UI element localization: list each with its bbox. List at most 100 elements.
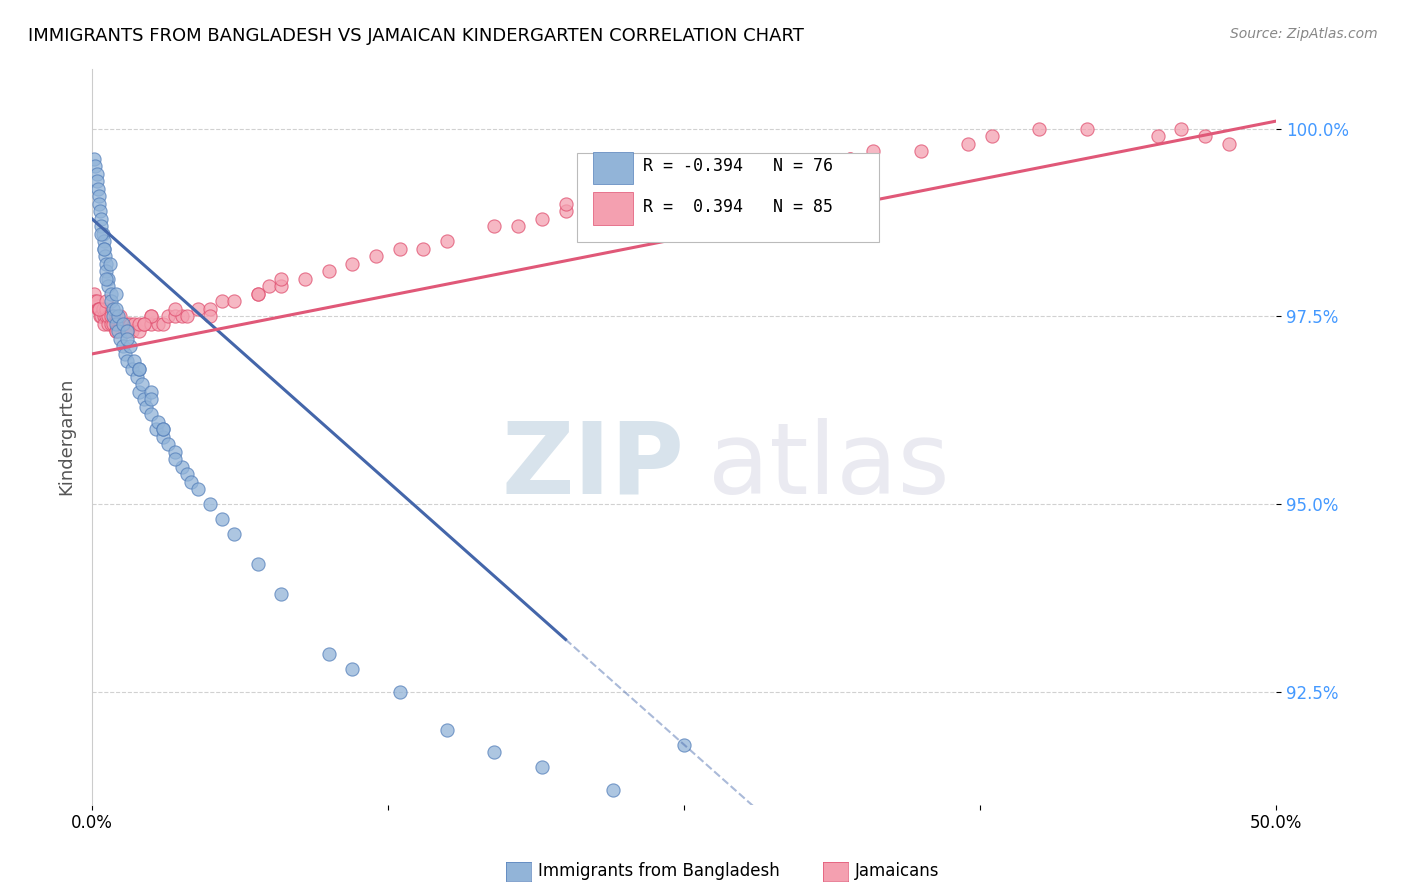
Point: [530, 760, 553, 774]
Point: [957, 136, 980, 151]
Point: [508, 219, 530, 234]
Point: [720, 174, 742, 188]
Point: [93, 242, 115, 256]
Point: [110, 310, 132, 324]
Point: [114, 325, 136, 339]
Point: [910, 144, 932, 158]
Point: [94, 249, 117, 263]
Point: [132, 317, 155, 331]
Point: [1146, 129, 1168, 144]
Point: [246, 286, 269, 301]
Point: [135, 400, 157, 414]
Point: [436, 723, 458, 737]
Text: Jamaicans: Jamaicans: [855, 863, 939, 880]
Point: [246, 558, 269, 572]
Point: [101, 301, 124, 316]
Point: [1028, 121, 1050, 136]
Point: [342, 257, 364, 271]
Point: [163, 310, 186, 324]
Point: [111, 339, 134, 353]
Point: [176, 310, 198, 324]
Point: [87, 301, 110, 316]
Point: [125, 369, 148, 384]
Point: [117, 354, 139, 368]
Point: [107, 325, 129, 339]
Point: [187, 482, 209, 496]
Point: [602, 782, 624, 797]
Point: [222, 527, 245, 541]
Point: [104, 325, 127, 339]
Point: [100, 317, 122, 331]
Point: [90, 227, 112, 241]
Point: [838, 152, 860, 166]
Y-axis label: Kindergarten: Kindergarten: [58, 378, 75, 495]
Point: [121, 325, 143, 339]
Point: [1194, 129, 1216, 144]
Point: [294, 272, 316, 286]
Point: [132, 317, 155, 331]
Point: [117, 332, 139, 346]
Point: [84, 159, 107, 173]
Point: [270, 279, 292, 293]
Point: [187, 301, 209, 316]
Point: [146, 317, 169, 331]
Point: [128, 384, 150, 399]
Point: [93, 310, 115, 324]
Point: [93, 235, 115, 249]
Point: [170, 310, 193, 324]
FancyBboxPatch shape: [593, 152, 633, 184]
Text: atlas: atlas: [707, 417, 949, 515]
FancyBboxPatch shape: [593, 192, 633, 225]
Point: [139, 392, 162, 406]
Point: [554, 196, 576, 211]
Point: [114, 347, 136, 361]
Point: [124, 317, 146, 331]
Point: [104, 325, 127, 339]
Point: [86, 174, 108, 188]
Point: [1218, 136, 1240, 151]
Point: [101, 310, 124, 324]
Point: [117, 317, 139, 331]
Point: [364, 249, 387, 263]
Text: Source: ZipAtlas.com: Source: ZipAtlas.com: [1230, 27, 1378, 41]
Point: [128, 325, 150, 339]
Point: [139, 310, 162, 324]
Point: [672, 182, 695, 196]
Point: [980, 129, 1002, 144]
Point: [156, 437, 179, 451]
Point: [484, 219, 506, 234]
Point: [91, 227, 114, 241]
Point: [83, 286, 105, 301]
Point: [94, 294, 117, 309]
Point: [484, 745, 506, 759]
Point: [87, 301, 110, 316]
Point: [259, 279, 281, 293]
Point: [132, 392, 155, 406]
Point: [104, 286, 127, 301]
Point: [146, 415, 169, 429]
Point: [118, 317, 141, 331]
Text: ZIP: ZIP: [501, 417, 683, 515]
Point: [107, 310, 129, 324]
Point: [104, 301, 127, 316]
Point: [318, 648, 340, 662]
Point: [94, 257, 117, 271]
Point: [318, 264, 340, 278]
Point: [87, 182, 110, 196]
Point: [94, 264, 117, 278]
Point: [84, 294, 107, 309]
Point: [792, 159, 814, 173]
Point: [128, 362, 150, 376]
Text: R =  0.394   N = 85: R = 0.394 N = 85: [643, 198, 832, 216]
Point: [117, 325, 139, 339]
Point: [86, 167, 108, 181]
Point: [100, 294, 122, 309]
Point: [152, 429, 174, 443]
Point: [93, 242, 115, 256]
Point: [211, 512, 233, 526]
Point: [862, 144, 884, 158]
Point: [145, 422, 167, 436]
Point: [128, 362, 150, 376]
Point: [222, 294, 245, 309]
Point: [176, 467, 198, 482]
